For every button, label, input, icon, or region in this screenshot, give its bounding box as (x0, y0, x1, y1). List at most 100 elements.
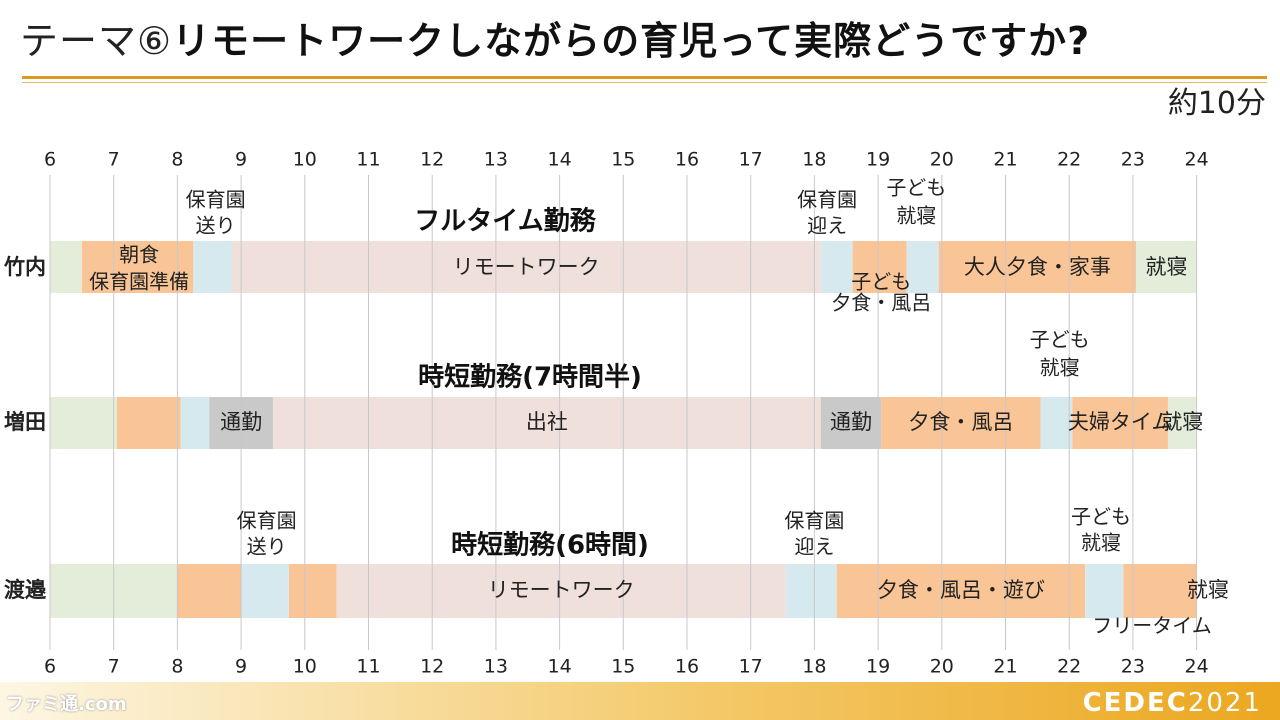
title-underline (22, 76, 1267, 79)
segment-transfer (241, 564, 289, 618)
annotation: 保育園 (186, 188, 246, 212)
annotation: 送り (196, 214, 236, 238)
work-style: フルタイム勤務 (414, 207, 596, 237)
annotation: 保育園 (237, 509, 297, 533)
segment-transfer (1085, 564, 1124, 618)
duration-label: 約10分 (1167, 86, 1266, 121)
segment-sleep (1167, 397, 1197, 449)
hour-label-top: 6 (44, 149, 56, 171)
hour-label-bottom: 10 (293, 656, 317, 678)
hour-label-top: 8 (171, 149, 183, 171)
segment-sleep (50, 241, 82, 293)
annotation: 就寝 (1081, 531, 1121, 555)
hour-label-top: 9 (235, 149, 247, 171)
hour-label-bottom: 18 (802, 656, 826, 678)
title-main: リモートワークしながらの育児って実際どうですか? (172, 19, 1091, 63)
annotation: 子ども (851, 270, 911, 294)
segment-work (336, 564, 786, 618)
segment-label: 夫婦タイム (1068, 410, 1173, 434)
annotation: 朝食 (119, 243, 159, 267)
segment-childcare (881, 397, 1041, 449)
slide-title: テーマ⑥リモートワークしながらの育児って実際どうですか? (20, 10, 1270, 72)
hour-label-top: 23 (1121, 149, 1145, 171)
segment-childcare (81, 241, 194, 293)
segment-label: 出社 (526, 410, 568, 434)
work-style: 時短勤務(7時間半) (418, 363, 642, 393)
hour-label-top: 14 (548, 149, 572, 171)
logo-text: CEDEC (1082, 688, 1188, 718)
hour-label-top: 18 (802, 149, 826, 171)
segment-transfer (906, 241, 939, 293)
hour-label-bottom: 6 (44, 656, 56, 678)
hour-label-bottom: 23 (1121, 656, 1145, 678)
hour-label-bottom: 14 (548, 656, 572, 678)
hour-label-bottom: 17 (739, 656, 763, 678)
hour-label-top: 17 (739, 149, 763, 171)
segment-label: リモートワーク (488, 578, 635, 602)
person-name: 増田 (4, 410, 46, 434)
segment-label: 就寝 (1187, 578, 1229, 602)
hour-label-bottom: 7 (108, 656, 120, 678)
segment-childcare (1072, 397, 1168, 449)
hour-label-bottom: 24 (1185, 656, 1209, 678)
hour-label-bottom: 21 (993, 656, 1017, 678)
hour-label-bottom: 15 (611, 656, 635, 678)
segment-transfer (180, 397, 210, 449)
title-prefix: テーマ⑥ (20, 19, 173, 63)
annotation: 夕食・風呂 (831, 291, 931, 315)
person-name: 竹内 (3, 255, 46, 279)
segment-label: 就寝 (1161, 410, 1203, 434)
segment-label: リモートワーク (453, 255, 600, 279)
annotation: 送り (247, 535, 287, 559)
footer-bar (0, 682, 1280, 720)
segment-childcare (852, 241, 907, 293)
hour-label-top: 19 (866, 149, 890, 171)
segment-label: 通勤 (220, 410, 262, 434)
segment-sleep (50, 397, 117, 449)
annotation: 迎え (794, 535, 834, 559)
annotation: 子ども (1030, 328, 1090, 352)
hour-label-bottom: 8 (171, 656, 183, 678)
hour-label-top: 13 (484, 149, 508, 171)
segment-work (231, 241, 821, 293)
hour-label-top: 7 (108, 149, 120, 171)
annotation: 迎え (807, 214, 847, 238)
hour-label-top: 24 (1185, 149, 1209, 171)
cedec-logo: CEDEC2021 (1083, 689, 1262, 717)
segment-label: 通勤 (830, 410, 872, 434)
hour-label-top: 11 (356, 149, 380, 171)
segment-label: 夕食・風呂・遊び (877, 578, 1045, 602)
watermark: ファミ通.com (6, 694, 127, 715)
hour-label-bottom: 16 (675, 656, 699, 678)
hour-label-bottom: 9 (235, 656, 247, 678)
logo-year: 2021 (1187, 688, 1262, 718)
hour-label-top: 21 (993, 149, 1017, 171)
segment-transfer (785, 564, 837, 618)
hour-label-bottom: 12 (420, 656, 444, 678)
person-name: 渡邉 (4, 578, 47, 602)
annotation: 就寝 (896, 204, 936, 228)
segment-childcare (1123, 564, 1197, 618)
segment-label: 大人夕食・家事 (964, 255, 1111, 279)
segment-childcare (177, 564, 242, 618)
hour-label-bottom: 22 (1057, 656, 1081, 678)
segment-childcare (938, 241, 1137, 293)
title-underline-thin (22, 82, 1267, 83)
hour-label-top: 10 (293, 149, 317, 171)
annotation: 子ども (886, 176, 946, 200)
segment-label: 就寝 (1145, 255, 1187, 279)
hour-label-top: 16 (675, 149, 699, 171)
hour-label-bottom: 20 (930, 656, 954, 678)
segment-childcare (116, 397, 181, 449)
segment-transfer (193, 241, 232, 293)
hour-label-bottom: 11 (356, 656, 380, 678)
segment-sleep (1136, 241, 1197, 293)
annotation: 保育園準備 (89, 270, 189, 294)
hour-label-top: 15 (611, 149, 635, 171)
hour-label-bottom: 13 (484, 656, 508, 678)
work-style: 時短勤務(6時間) (451, 531, 649, 561)
annotation: フリータイム (1092, 614, 1212, 638)
segment-label: 夕食・風呂 (908, 410, 1013, 434)
segment-work (272, 397, 821, 449)
